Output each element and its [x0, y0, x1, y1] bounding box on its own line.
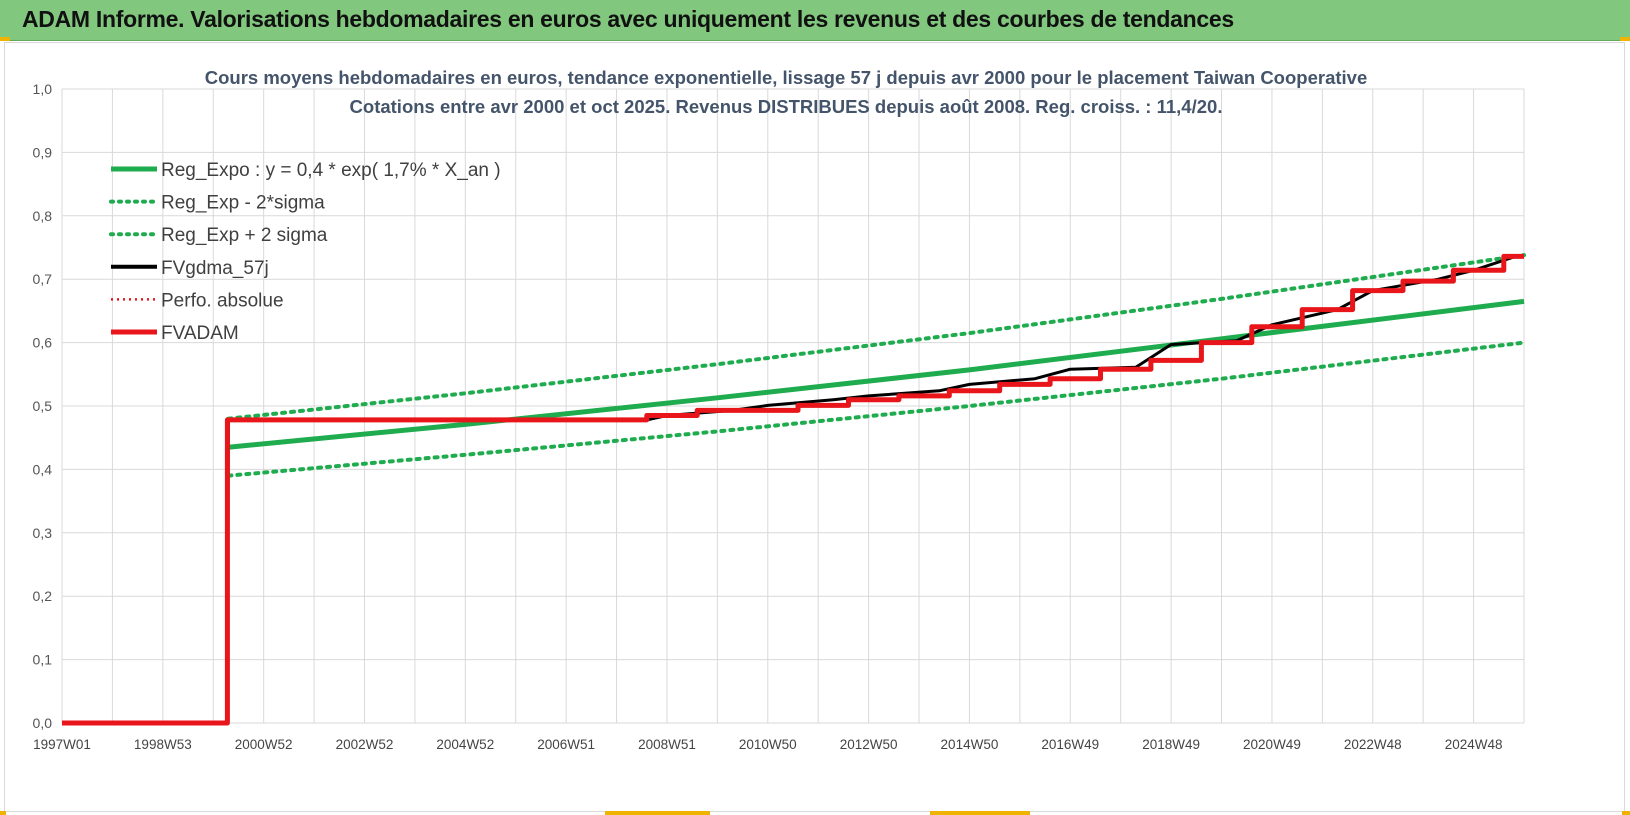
legend-label: FVADAM — [161, 323, 239, 344]
x-tick-label: 2022W48 — [1344, 737, 1402, 752]
legend-label: Reg_Expo : y = 0,4 * exp( 1,7% * X_an ) — [161, 160, 501, 181]
bottom-marker-left — [0, 811, 6, 815]
chart-title-line: Cours moyens hebdomadaires en euros, ten… — [205, 67, 1367, 88]
x-tick-label: 2020W49 — [1243, 737, 1301, 752]
page-title: ADAM Informe. Valorisations hebdomadaire… — [22, 6, 1234, 32]
y-tick-label: 0,3 — [33, 525, 53, 541]
bottom-marker-mid-right — [930, 811, 1030, 815]
legend-label: FVgdma_57j — [161, 258, 269, 279]
x-tick-label: 1998W53 — [134, 737, 192, 752]
chart-frame: 0,0 0,1 0,2 0,3 0,4 0,5 0,6 0,7 0,8 0,9 1,0 1997W01… — [4, 42, 1625, 812]
legend-label: Perfo. absolue — [161, 290, 284, 311]
y-tick-label: 0,8 — [33, 208, 53, 224]
header-bar: ADAM Informe. Valorisations hebdomadaire… — [0, 0, 1630, 41]
series-reg-expo — [228, 298, 1525, 450]
series-reg-exp-plus-2sigma — [226, 253, 1526, 421]
y-tick-label: 0,5 — [33, 398, 53, 414]
x-tick-label: 1997W01 — [33, 737, 91, 752]
x-tick-label: 2014W50 — [941, 737, 999, 752]
y-tick-label: 0,4 — [33, 461, 53, 477]
y-tick-label: 0,1 — [33, 652, 53, 668]
x-tick-label: 2002W52 — [336, 737, 394, 752]
x-tick-label: 2004W52 — [436, 737, 494, 752]
x-tick-label: 2018W49 — [1142, 737, 1200, 752]
y-tick-label: 0,7 — [33, 271, 53, 287]
y-tick-label: 1,0 — [33, 81, 53, 97]
corner-marker-right — [1620, 37, 1630, 41]
corner-marker-left — [0, 37, 10, 41]
y-tick-label: 0,2 — [33, 588, 53, 604]
chart-title-line: Cotations entre avr 2000 et oct 2025. Re… — [350, 96, 1223, 117]
legend-label: Reg_Exp + 2 sigma — [161, 225, 328, 246]
x-tick-label: 2000W52 — [235, 737, 293, 752]
y-tick-label: 0,9 — [33, 144, 53, 160]
bottom-marker-right — [1622, 811, 1630, 815]
series-reg-exp-minus-2sigma — [226, 340, 1526, 478]
legend-label: Reg_Exp - 2*sigma — [161, 193, 325, 214]
y-tick-label: 0,0 — [33, 715, 53, 731]
series-fvadam — [62, 253, 1524, 726]
x-tick-label: 2006W51 — [537, 737, 595, 752]
x-tick-label: 2008W51 — [638, 737, 696, 752]
x-tick-label: 2024W48 — [1445, 737, 1503, 752]
x-tick-label: 2016W49 — [1041, 737, 1099, 752]
x-tick-label: 2012W50 — [840, 737, 898, 752]
y-tick-label: 0,6 — [33, 335, 53, 351]
bottom-marker-mid-left — [605, 811, 710, 815]
x-tick-label: 2010W50 — [739, 737, 797, 752]
chart: 0,0 0,1 0,2 0,3 0,4 0,5 0,6 0,7 0,8 0,9 1,0 1997W01… — [33, 67, 1526, 752]
